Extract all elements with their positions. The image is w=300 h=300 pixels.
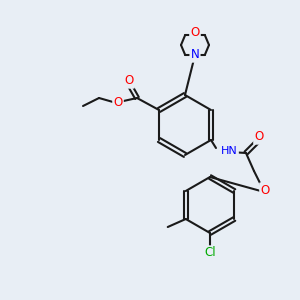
Text: O: O	[124, 74, 134, 88]
Text: HN: HN	[221, 146, 238, 156]
Text: N: N	[190, 49, 200, 62]
Text: O: O	[254, 130, 264, 143]
Text: O: O	[190, 26, 200, 40]
Text: O: O	[113, 95, 123, 109]
Text: Cl: Cl	[204, 247, 216, 260]
Text: O: O	[260, 184, 270, 196]
